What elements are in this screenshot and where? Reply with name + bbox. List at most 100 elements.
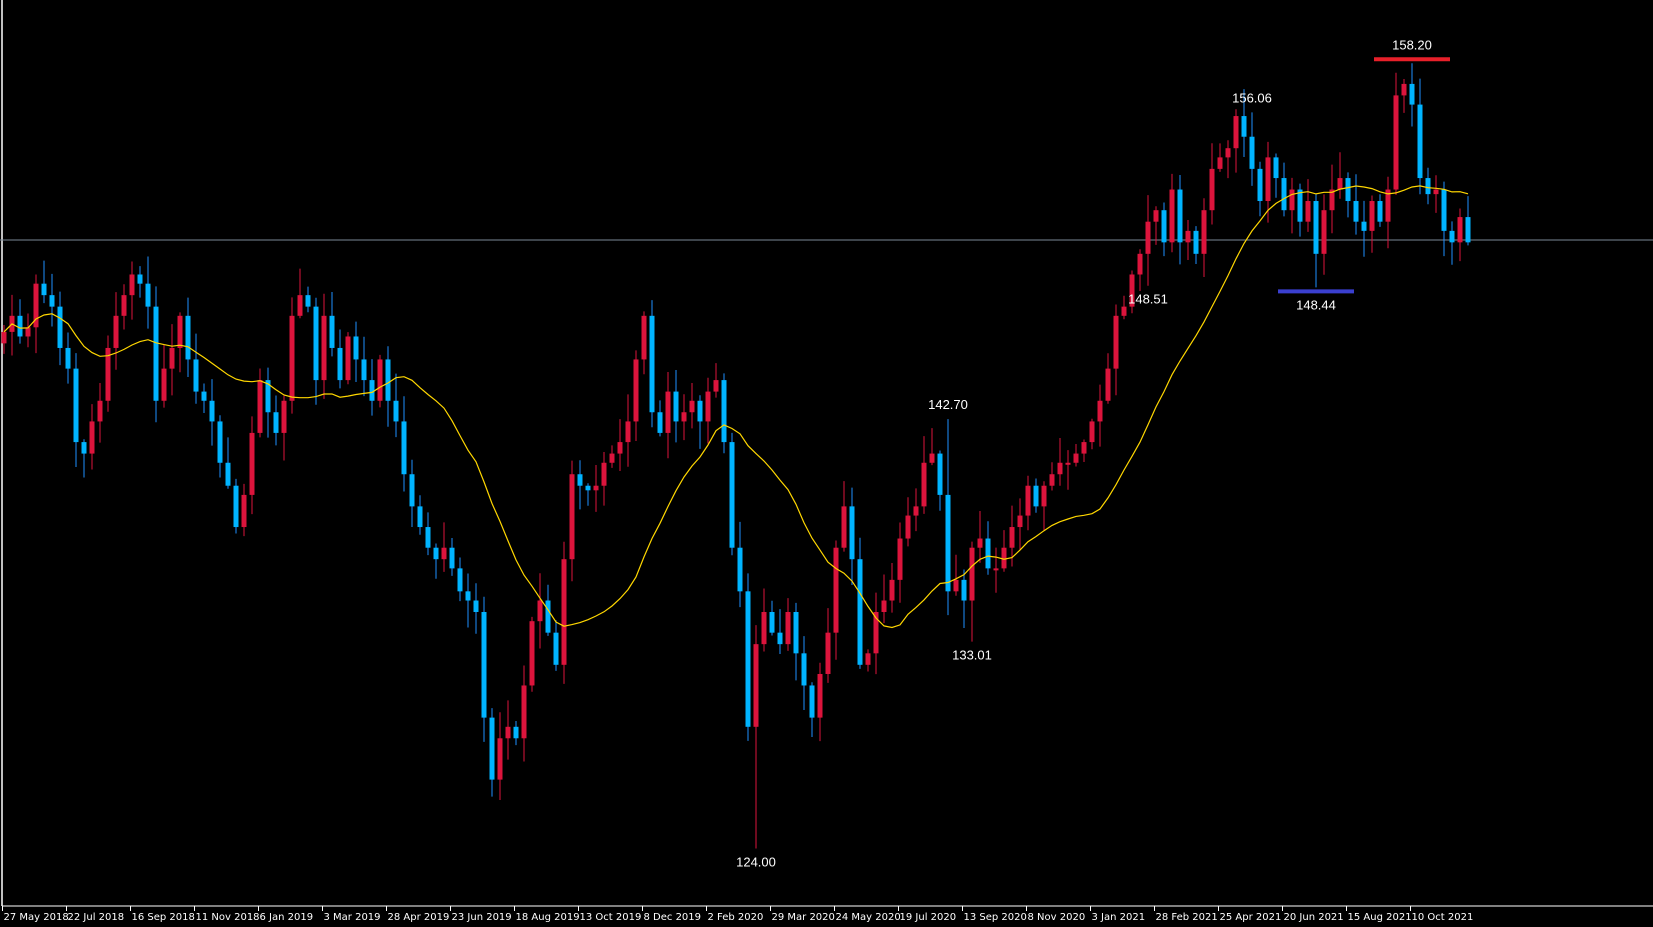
- candle-body: [921, 462, 927, 507]
- candle: [1, 324, 7, 354]
- x-tick-label: 18 Aug 2019: [516, 912, 580, 923]
- candle: [1025, 475, 1031, 531]
- price-annotation-high: 142.70: [928, 397, 968, 412]
- candle: [25, 313, 31, 348]
- candle: [689, 382, 695, 429]
- candle-body: [745, 591, 751, 727]
- candle-body: [1217, 157, 1223, 169]
- candle-body: [961, 579, 967, 601]
- candle: [817, 662, 823, 742]
- candle: [81, 439, 87, 478]
- candle: [1417, 78, 1423, 195]
- candle: [1409, 63, 1415, 127]
- candle-body: [985, 538, 991, 569]
- candle-body: [945, 494, 951, 592]
- candle-body: [1393, 95, 1399, 190]
- candle-body: [145, 283, 151, 307]
- candle: [1089, 418, 1095, 450]
- candle: [593, 465, 599, 512]
- candle: [33, 274, 39, 354]
- candle-body: [513, 726, 519, 739]
- candle-body: [1161, 210, 1167, 243]
- candle: [585, 483, 591, 506]
- candle-body: [1017, 515, 1023, 528]
- candle-body: [449, 547, 455, 569]
- candle: [89, 404, 95, 470]
- x-tick-label: 29 Mar 2020: [772, 912, 835, 923]
- candle-body: [801, 653, 807, 686]
- candle: [761, 588, 767, 652]
- candle: [961, 569, 967, 629]
- candle: [353, 321, 359, 383]
- candle-body: [809, 685, 815, 718]
- candle-body: [25, 327, 31, 337]
- x-tick-label: 3 Jan 2021: [1092, 912, 1146, 923]
- candle: [1105, 353, 1111, 404]
- candle-body: [529, 621, 535, 686]
- price-annotation-high: 156.06: [1232, 90, 1272, 105]
- candle: [777, 609, 783, 654]
- candle-body: [177, 315, 183, 348]
- candle-body: [969, 547, 975, 601]
- candle: [1041, 481, 1047, 531]
- candle-body: [1265, 157, 1271, 202]
- candle-body: [881, 600, 887, 612]
- annotations: 158.20 156.06 148.51 148.44 142.70 133.01 124.…: [736, 37, 1450, 869]
- candle: [889, 562, 895, 613]
- candle: [865, 649, 871, 672]
- candle-body: [617, 442, 623, 454]
- candle-body: [769, 611, 775, 633]
- candle: [1081, 439, 1087, 462]
- candle-body: [113, 315, 119, 348]
- candle: [881, 574, 887, 624]
- candle-body: [265, 380, 271, 413]
- candle-body: [1081, 442, 1087, 454]
- candle: [1369, 195, 1375, 253]
- candle: [905, 497, 911, 547]
- candle: [433, 543, 439, 579]
- candle-body: [425, 527, 431, 548]
- candle-body: [49, 295, 55, 307]
- candle-body: [713, 380, 719, 392]
- x-tick-label: 20 Jun 2021: [1284, 912, 1344, 923]
- candle-body: [993, 568, 999, 571]
- candle-body: [705, 391, 711, 422]
- candle: [1225, 140, 1231, 179]
- candle-body: [473, 600, 479, 612]
- candle-body: [161, 368, 167, 401]
- candle: [625, 394, 631, 467]
- candle-body: [1385, 189, 1391, 222]
- candle: [361, 336, 367, 397]
- candle-body: [241, 494, 247, 528]
- candle-body: [977, 538, 983, 548]
- candle-body: [1177, 189, 1183, 243]
- candle: [1321, 194, 1327, 275]
- candle-body: [105, 347, 111, 401]
- candle-body: [345, 336, 351, 381]
- candle: [665, 372, 671, 459]
- candle: [329, 291, 335, 357]
- moving-average-line: [3, 185, 1469, 629]
- candle: [705, 377, 711, 444]
- candle-body: [1, 331, 7, 344]
- candle-body: [1041, 485, 1047, 507]
- candle-body: [593, 485, 599, 491]
- candle: [161, 344, 167, 408]
- candle: [1305, 179, 1311, 232]
- candle-body: [937, 453, 943, 495]
- candle: [1449, 221, 1455, 265]
- candle: [177, 312, 183, 373]
- candle-body: [1273, 157, 1279, 179]
- price-annotation-low: 148.44: [1296, 297, 1336, 312]
- candle-body: [1033, 485, 1039, 507]
- candle: [985, 521, 991, 575]
- price-annotation-low: 148.51: [1128, 292, 1168, 307]
- candle-body: [17, 315, 23, 337]
- candle: [897, 522, 903, 603]
- candle-body: [1417, 104, 1423, 179]
- candle-body: [201, 391, 207, 401]
- candle-body: [1401, 83, 1407, 96]
- candle-body: [137, 274, 143, 284]
- candle: [577, 460, 583, 510]
